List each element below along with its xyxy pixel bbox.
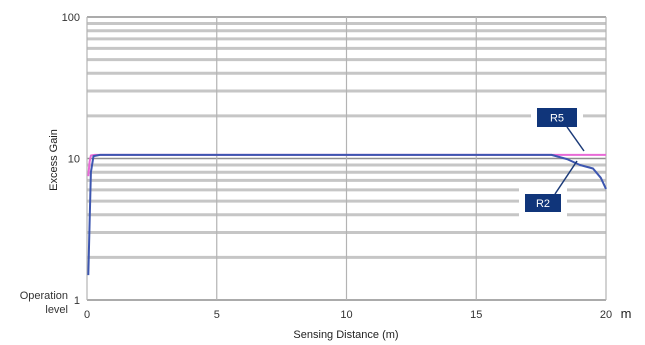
series-line-r2 xyxy=(87,153,607,276)
callout-label-r5: R5 xyxy=(550,113,564,125)
operation-level-label: Operation level xyxy=(20,290,68,316)
callouts: R5 R2 xyxy=(519,102,585,218)
callout-label-r2: R2 xyxy=(536,198,550,210)
x-tick-label: 15 xyxy=(470,309,482,321)
y-axis-label: Excess Gain xyxy=(48,129,60,191)
y-tick-label: 10 xyxy=(68,154,80,166)
callout-box-r2 xyxy=(525,194,561,212)
callout-leader xyxy=(554,160,578,195)
x-tick-label: 10 xyxy=(340,309,352,321)
x-tick-label: 0 xyxy=(84,309,90,321)
x-axis-unit: m xyxy=(621,306,632,321)
grid xyxy=(86,16,607,301)
callout-leader xyxy=(566,126,585,152)
series-lines xyxy=(87,153,607,276)
y-tick-label: 100 xyxy=(62,12,80,24)
tick-labels: 0 5 10 15 20 1 10 100 Operation level xyxy=(20,12,612,321)
y-tick-label: 1 xyxy=(74,295,80,307)
x-axis-label: Sensing Distance (m) xyxy=(293,329,398,341)
x-tick-label: 5 xyxy=(214,309,220,321)
x-tick-label: 20 xyxy=(600,309,612,321)
callout-box-r5 xyxy=(537,108,577,127)
